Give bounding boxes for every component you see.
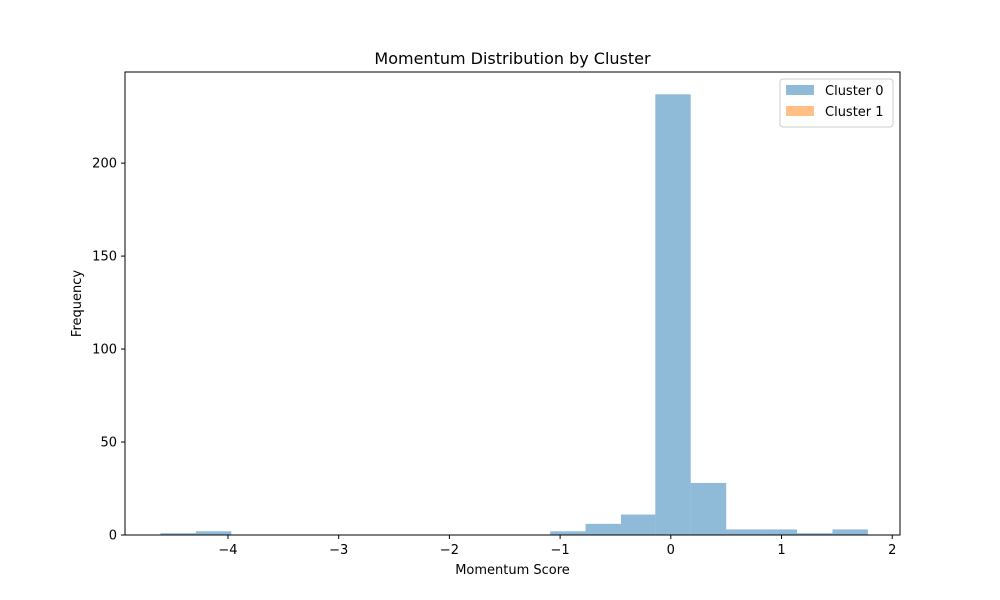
x-tick-label: −2 <box>440 543 459 558</box>
x-tick-label: −4 <box>218 543 237 558</box>
bar-series-0-bin-2 <box>550 531 586 535</box>
bar-series-0-bin-5 <box>655 94 691 535</box>
legend: Cluster 0 Cluster 1 <box>779 78 894 128</box>
legend-swatch-cluster-1 <box>786 106 814 116</box>
legend-label-cluster-1: Cluster 1 <box>825 105 884 120</box>
legend-label-cluster-0: Cluster 0 <box>825 84 884 99</box>
y-axis-ticks: 0 50 100 150 200 <box>92 157 125 544</box>
bar-series-0-bin-1 <box>195 531 232 535</box>
bar-series-0-bin-7 <box>726 529 762 535</box>
y-tick-label: 0 <box>109 529 117 544</box>
bar-series-0-bin-6 <box>690 482 727 535</box>
x-tick-label: 1 <box>777 543 785 558</box>
bar-series-0-bin-8 <box>761 529 798 535</box>
x-tick-label: 2 <box>888 543 896 558</box>
y-tick-label: 150 <box>92 250 117 265</box>
bar-series-0-bin-3 <box>585 523 621 535</box>
x-tick-label: 0 <box>667 543 675 558</box>
x-tick-label: −1 <box>551 543 570 558</box>
legend-swatch-cluster-0 <box>786 85 814 95</box>
y-axis-label: Frequency <box>70 270 85 337</box>
bar-series-0-bin-10 <box>832 529 868 535</box>
x-axis-ticks: −4 −3 −2 −1 0 1 2 <box>218 535 896 558</box>
plot-frame <box>124 71 901 536</box>
y-tick-label: 50 <box>100 436 117 451</box>
bar-series-0-bin-4 <box>621 514 656 535</box>
bars-group <box>160 94 868 535</box>
x-axis-label: Momentum Score <box>455 563 570 578</box>
bar-series-0-bin-0 <box>160 533 196 535</box>
x-tick-label: −3 <box>329 543 348 558</box>
y-tick-label: 200 <box>92 157 117 172</box>
y-tick-label: 100 <box>92 343 117 358</box>
bar-series-0-bin-9 <box>797 533 833 535</box>
chart-title: Momentum Distribution by Cluster <box>374 49 651 68</box>
